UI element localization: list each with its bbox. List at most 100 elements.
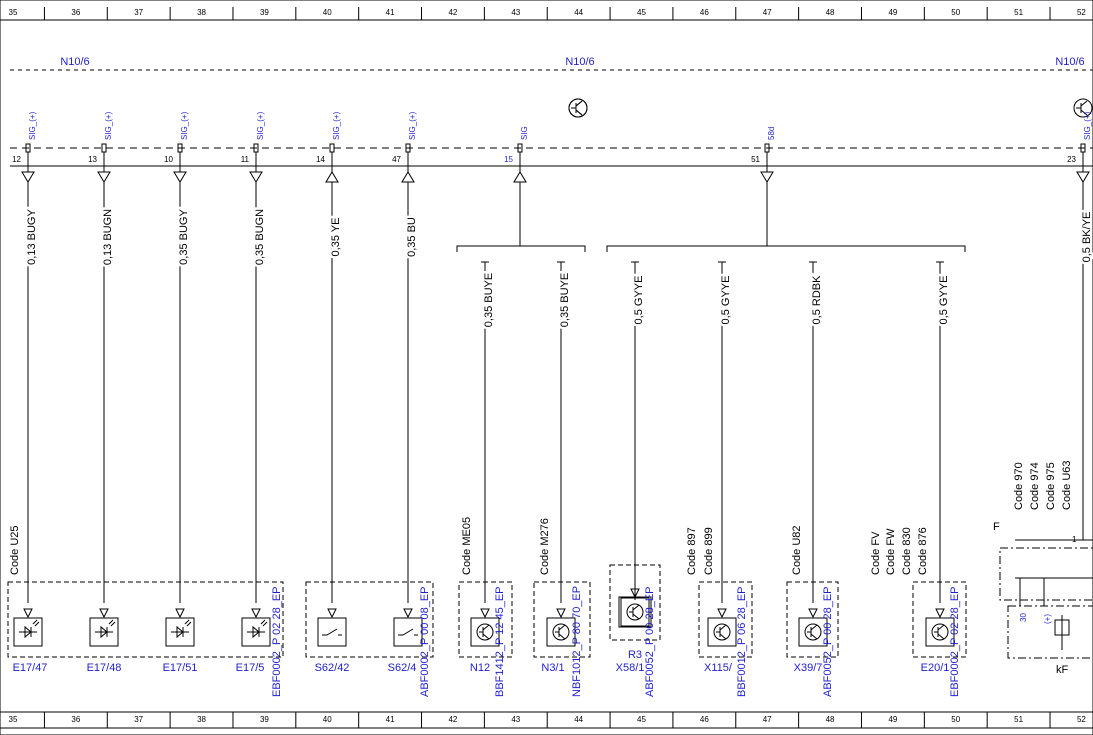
wire-arrow	[630, 588, 640, 599]
transistor-symbol	[1073, 98, 1093, 118]
ruler-number: 45	[637, 8, 646, 17]
component-box	[546, 617, 576, 647]
module-label: N10/6	[565, 56, 594, 68]
pin-contact	[329, 143, 335, 153]
splice-brace	[456, 240, 586, 252]
wire-label: 0,35 BUGY	[178, 209, 190, 265]
ruler-number: 39	[260, 715, 269, 724]
wire-arrow	[251, 608, 261, 619]
pin-number: 51	[751, 155, 760, 164]
pin-direction	[249, 171, 263, 183]
pin-signal: SIG_(+)	[256, 111, 265, 140]
transistor-symbol	[1076, 100, 1088, 116]
wire-arrow	[717, 608, 727, 619]
ruler-number: 49	[888, 715, 897, 724]
ruler-number: 51	[1014, 715, 1023, 724]
code-label: Code 970	[1013, 462, 1025, 510]
wire-label: 0,35 BUYE	[483, 273, 495, 327]
code-label: Code U82	[791, 525, 803, 575]
reference: BBF0012_P 06 28_EP	[736, 587, 748, 698]
component-box	[241, 617, 271, 647]
ruler-number: 36	[71, 8, 80, 17]
component-box	[618, 596, 652, 628]
wire-arrow	[327, 608, 337, 619]
wire-label: 0,5 GYYE	[720, 276, 732, 325]
component-group	[7, 581, 284, 658]
component-label: X58/1	[616, 662, 645, 674]
splice-brace	[606, 240, 966, 252]
ruler-number: 44	[574, 715, 583, 724]
ruler-number: 49	[888, 8, 897, 17]
transistor-symbol	[476, 623, 494, 641]
pin-signal: SIG_(+)	[180, 111, 189, 140]
reference: EBF0002_P 02 28_EP	[949, 587, 961, 698]
led-symbol	[252, 625, 260, 639]
pin-number: 47	[392, 155, 401, 164]
led-symbol	[24, 625, 32, 639]
pin-number: 10	[164, 155, 173, 164]
wire-arrow	[808, 608, 818, 619]
code-label: Code U63	[1061, 460, 1073, 510]
component-box	[165, 617, 195, 647]
component-label: E17/47	[13, 662, 48, 674]
ruler-number: 41	[386, 8, 395, 17]
transistor-symbol	[934, 624, 945, 640]
relay-box	[1007, 605, 1093, 659]
switch-symbol	[322, 628, 342, 636]
wire-label: 0,35 YE	[330, 218, 342, 257]
wire-label: 0,35 BUGN	[254, 209, 266, 265]
ruler-number: 43	[511, 715, 520, 724]
component-label: X115/	[704, 662, 733, 674]
reference: NBF1012_P 80 70_EP	[571, 586, 583, 697]
transistor-symbol	[479, 624, 490, 640]
pin-number: 15	[504, 155, 513, 164]
led-symbol	[171, 619, 192, 637]
ruler-number: 35	[9, 715, 18, 724]
relay-box	[999, 547, 1093, 601]
component-label: S62/42	[315, 662, 350, 674]
reference: ABF0002_P 00 08_EP	[419, 587, 431, 698]
ruler-number: 36	[71, 715, 80, 724]
component-box	[798, 617, 828, 647]
transistor-symbol	[931, 623, 949, 641]
transistor-symbol	[626, 603, 644, 621]
pin-contact	[101, 143, 107, 153]
pin-direction	[760, 171, 774, 183]
pin-direction	[21, 171, 35, 183]
wire-arrow	[175, 608, 185, 619]
component-label: N12	[470, 662, 490, 674]
transistor-symbol	[713, 623, 731, 641]
code-label: Code 899	[703, 527, 715, 575]
transistor-symbol	[804, 623, 822, 641]
transistor-symbol	[571, 100, 583, 116]
led-symbol	[100, 625, 108, 639]
component-label: S62/4	[388, 662, 417, 674]
component-box	[470, 617, 500, 647]
pin-direction	[401, 171, 415, 183]
ruler-number: 41	[386, 715, 395, 724]
ruler-number: 46	[700, 8, 709, 17]
reference: BBF1412_P 12 45_EP	[494, 587, 506, 698]
pin-number: 23	[1067, 155, 1076, 164]
pin-direction	[1076, 171, 1090, 183]
pin-direction	[325, 171, 339, 183]
reference: ABF0052_P 00 28_EP	[644, 587, 656, 698]
wire-label: 0,5 GYYE	[938, 276, 950, 325]
ruler-number: 47	[763, 8, 772, 17]
component-box	[13, 617, 43, 647]
pin-signal: SIG_(+)	[1083, 111, 1092, 140]
code-label: Code 876	[917, 527, 929, 575]
ruler-number: 45	[637, 715, 646, 724]
ruler-number: 38	[197, 8, 206, 17]
ruler-number: 40	[323, 8, 332, 17]
component-box	[317, 617, 347, 647]
pin-number: 12	[12, 155, 21, 164]
ruler-number: 52	[1077, 8, 1086, 17]
wire-arrow	[556, 608, 566, 619]
transistor-symbol	[629, 604, 640, 620]
code-label: Code U25	[9, 525, 21, 575]
wire-label: 0,13 BUGY	[26, 209, 38, 265]
transistor-symbol	[807, 624, 818, 640]
component-group	[533, 581, 591, 658]
ruler-number: 48	[826, 715, 835, 724]
